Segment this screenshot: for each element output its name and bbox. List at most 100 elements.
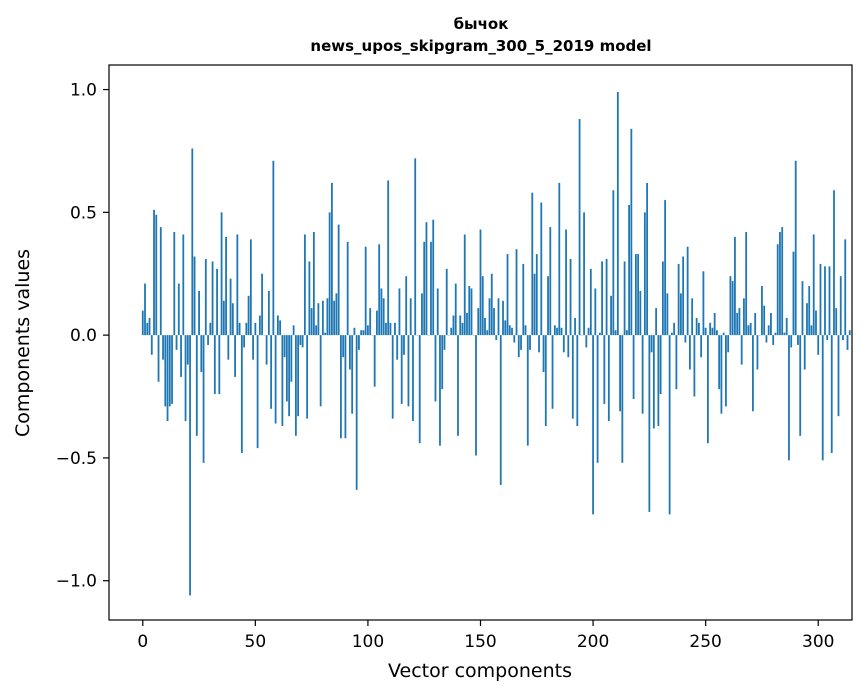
bar: [363, 330, 365, 335]
bar: [390, 323, 392, 335]
bar: [635, 254, 637, 335]
bar: [336, 293, 338, 335]
bar: [317, 303, 319, 335]
bar: [545, 335, 547, 426]
bar: [781, 227, 783, 335]
bar: [844, 239, 846, 335]
bar: [403, 335, 405, 355]
bar: [322, 301, 324, 335]
bar: [178, 284, 180, 336]
bar: [732, 281, 734, 335]
bar: [144, 284, 146, 336]
bar: [721, 335, 723, 414]
bar: [169, 335, 171, 406]
bar: [615, 330, 617, 335]
plot-frame: [109, 65, 852, 620]
bar: [777, 244, 779, 335]
bar: [838, 335, 840, 416]
chart-subtitle: news_upos_skipgram_300_5_2019 model: [310, 37, 651, 55]
bar: [525, 325, 527, 335]
bar: [655, 308, 657, 335]
bar: [345, 335, 347, 438]
bar: [149, 318, 151, 335]
bar: [234, 335, 236, 377]
bar: [673, 323, 675, 335]
bar: [617, 92, 619, 335]
bar: [455, 284, 457, 336]
bar: [705, 328, 707, 335]
bar: [453, 315, 455, 335]
bar: [597, 335, 599, 463]
bar: [214, 335, 216, 394]
bar: [601, 261, 603, 335]
bar: [281, 335, 283, 426]
bar: [396, 335, 398, 360]
bar: [743, 298, 745, 335]
y-tick-label: −1.0: [56, 572, 97, 592]
bar: [187, 335, 189, 364]
bar: [621, 335, 623, 463]
bar: [365, 247, 367, 335]
bar: [338, 225, 340, 336]
bar: [486, 330, 488, 335]
bar: [594, 288, 596, 335]
bar: [164, 335, 166, 406]
bar: [689, 335, 691, 369]
bar: [155, 215, 157, 335]
bar: [194, 257, 196, 336]
bar: [151, 335, 153, 355]
bar: [223, 301, 225, 335]
bar: [770, 313, 772, 335]
bar: [534, 274, 536, 335]
bar: [657, 335, 659, 426]
bar: [849, 330, 851, 335]
bar: [727, 335, 729, 352]
bar: [419, 335, 421, 443]
bar: [547, 276, 549, 335]
bar: [498, 298, 500, 335]
bar: [349, 335, 351, 369]
bar: [754, 313, 756, 335]
bar: [288, 335, 290, 416]
bar: [502, 301, 504, 335]
bar: [387, 180, 389, 335]
bar: [684, 335, 686, 342]
bar: [840, 276, 842, 335]
bar: [829, 266, 831, 335]
bar: [522, 264, 524, 335]
bar: [176, 335, 178, 350]
bar: [207, 335, 209, 345]
x-tick-label: 200: [577, 632, 609, 652]
bar: [592, 335, 594, 514]
bar: [286, 335, 288, 401]
bar: [315, 325, 317, 335]
bar: [385, 323, 387, 335]
bar: [554, 325, 556, 335]
bar: [462, 323, 464, 335]
bar: [736, 313, 738, 335]
bar: [189, 335, 191, 595]
bar: [279, 320, 281, 335]
bar: [173, 232, 175, 335]
bar: [209, 323, 211, 335]
bar: [847, 335, 849, 350]
bar: [784, 333, 786, 335]
bar: [272, 161, 274, 335]
bar: [457, 335, 459, 436]
bar: [493, 308, 495, 335]
bar: [826, 335, 828, 340]
bar: [761, 286, 763, 335]
bar: [574, 318, 576, 335]
bar: [626, 330, 628, 335]
bar: [444, 335, 446, 350]
bar: [342, 335, 344, 357]
x-tick-label: 300: [802, 632, 834, 652]
y-tick-label: 1.0: [70, 81, 97, 101]
bar: [590, 269, 592, 335]
bar: [675, 335, 677, 389]
bar: [583, 212, 585, 335]
bar: [540, 203, 542, 336]
bar: [225, 237, 227, 335]
bar: [475, 335, 477, 455]
bar: [585, 335, 587, 347]
